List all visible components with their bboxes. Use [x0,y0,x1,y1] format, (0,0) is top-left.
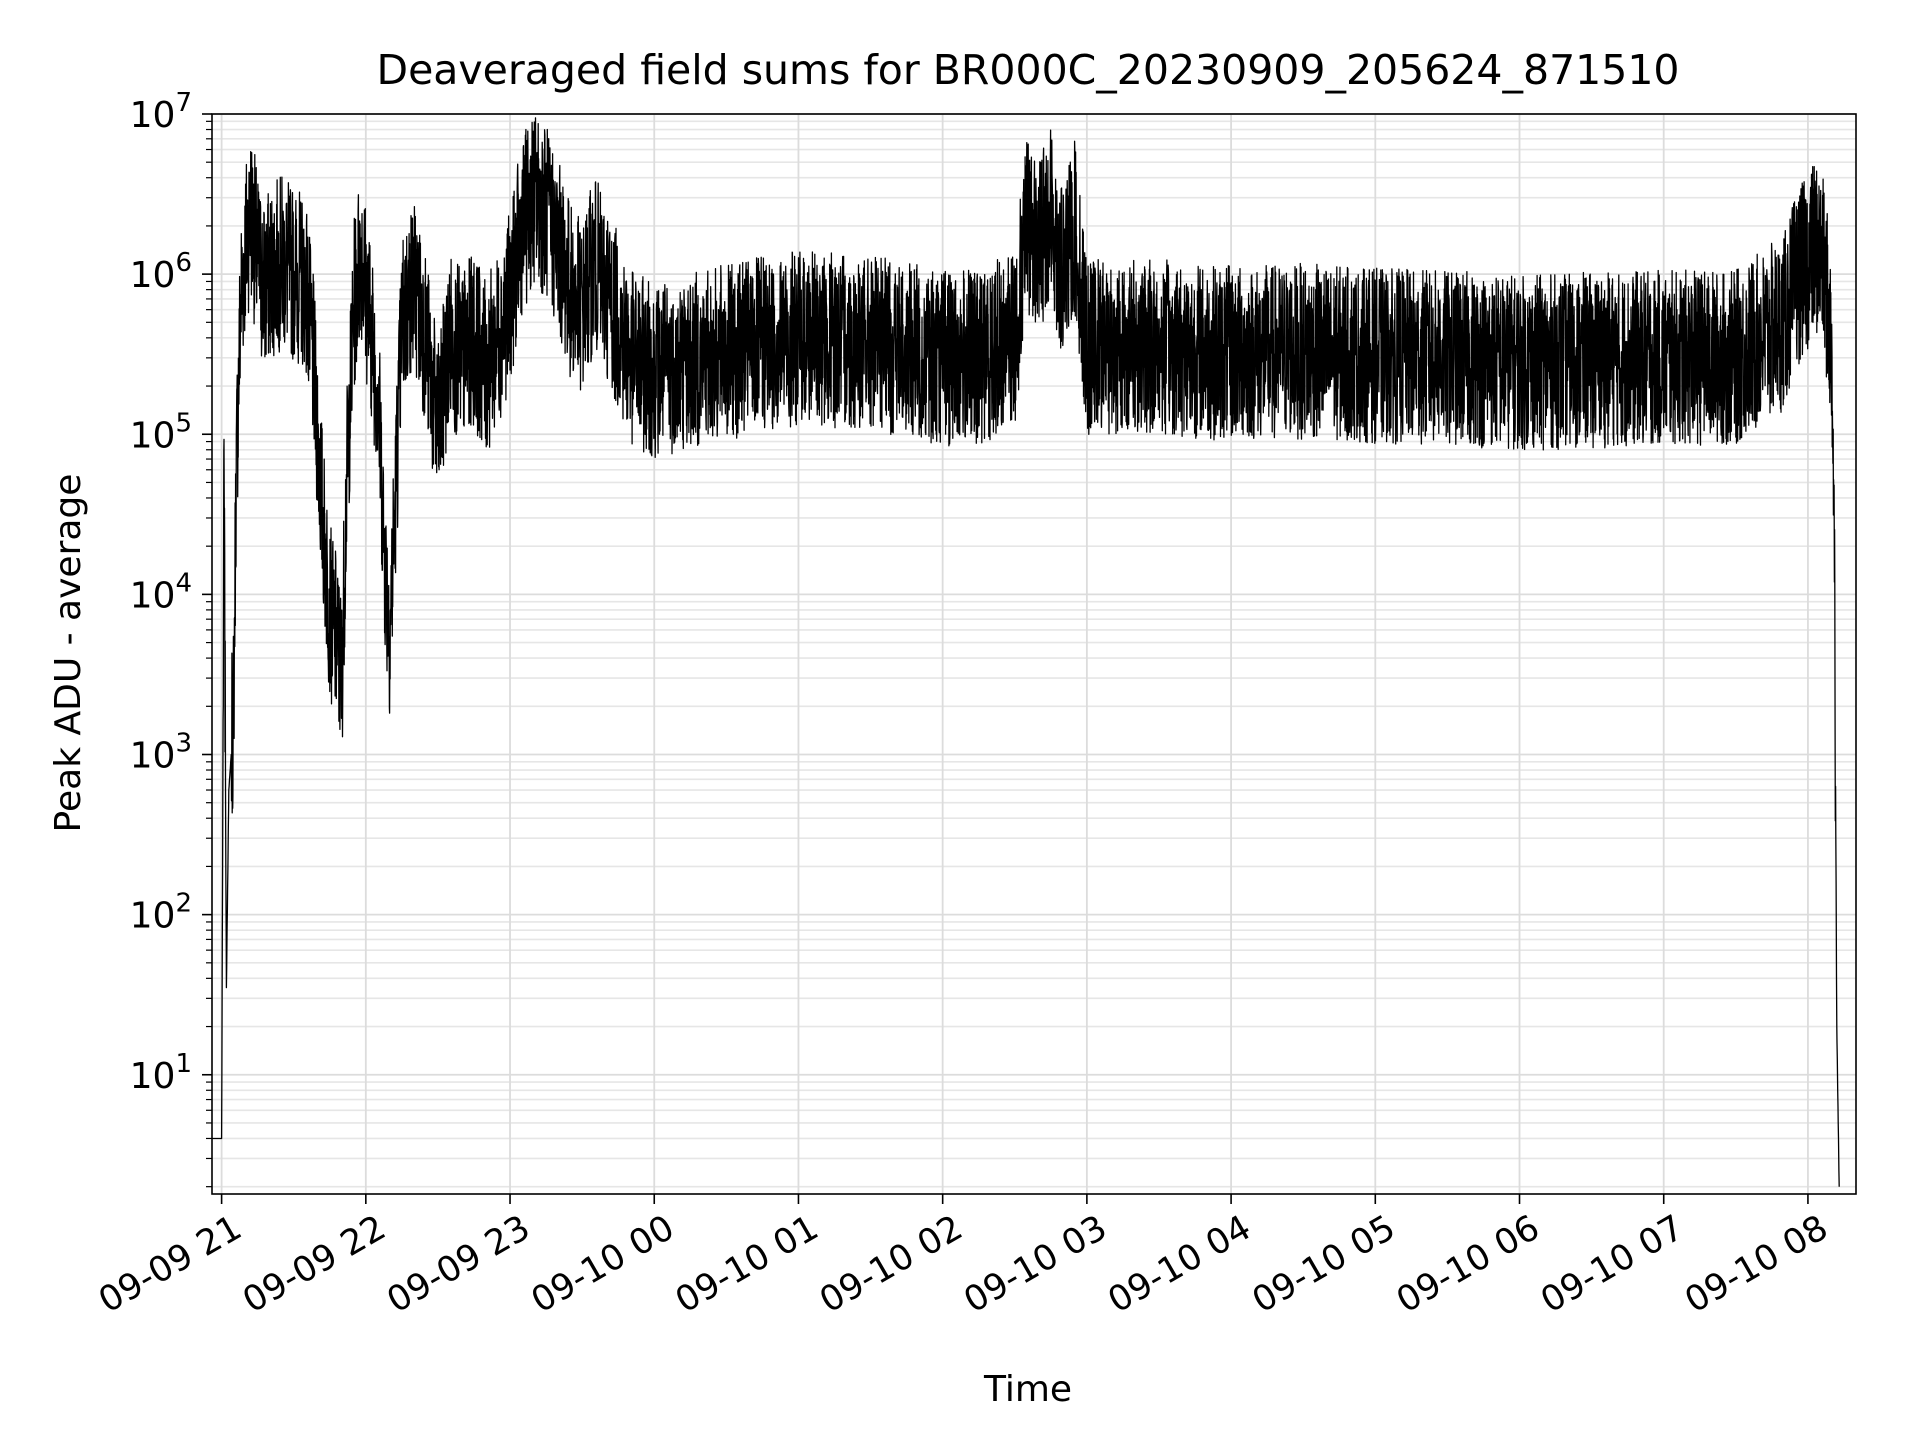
y-tick-label: 101 [130,1049,192,1097]
data-series-line [211,117,1840,1187]
y-tick-label: 107 [130,88,192,136]
chart-title: Deaveraged field sums for BR000C_2023090… [377,46,1680,94]
y-tick-label: 105 [130,408,192,456]
y-axis-label: Peak ADU - average [48,474,89,833]
y-tick-label: 104 [130,568,192,616]
grid-lines [212,113,1856,1194]
plot-frame [211,113,1857,1195]
y-tick-label: 106 [130,248,192,296]
y-tick-label: 102 [130,889,192,937]
y-axis: 101 102 103 104 105 106 107 [130,88,212,1188]
x-axis-label: Time [983,1369,1072,1410]
y-tick-label: 103 [130,729,192,777]
data-layer [211,117,1840,1187]
